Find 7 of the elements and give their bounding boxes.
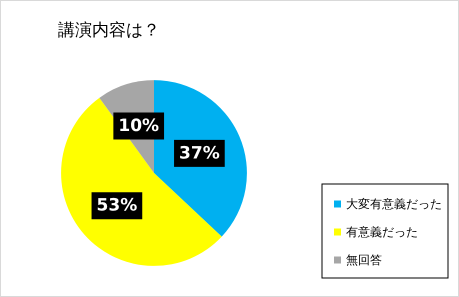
- legend-label: 無回答: [346, 253, 382, 267]
- legend-label: 大変有意義だった: [346, 197, 442, 211]
- data-label: 37%: [179, 143, 220, 164]
- legend-label: 有意義だった: [346, 225, 418, 239]
- data-label: 53%: [96, 196, 138, 216]
- chart-title: 講演内容は？: [58, 20, 160, 40]
- data-label: 10%: [118, 116, 160, 136]
